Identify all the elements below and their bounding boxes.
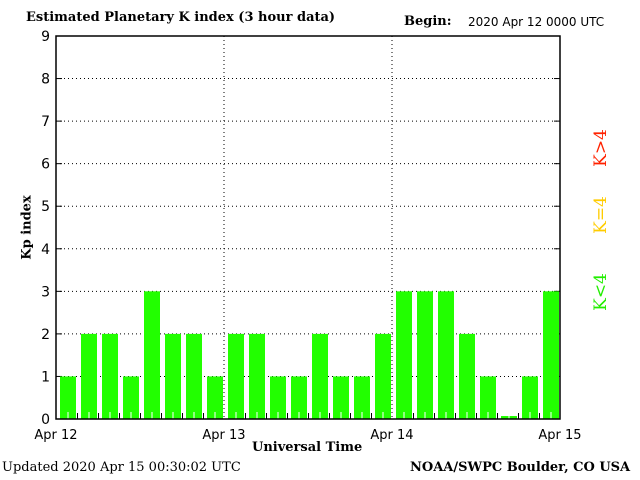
kp-bar [270,376,286,419]
legend-k-below-4: K<4 [590,273,611,311]
kp-bar [186,333,202,419]
kp-bar [396,291,412,419]
kp-bar [480,376,496,419]
kp-bar [249,333,265,419]
kp-bar [123,376,139,419]
kp-bar [291,376,307,419]
kp-bar [438,291,454,419]
y-tick-label: 3 [41,284,50,300]
kp-bar [228,333,244,419]
kp-bar [312,333,328,419]
y-tick-label: 0 [41,412,50,428]
y-axis-label: Kp index [19,195,35,260]
kp-bar [144,291,160,419]
kp-bar [459,333,475,419]
kp-bar [207,376,223,419]
plot-frame [55,35,561,420]
begin-label: Begin: [404,14,452,29]
kp-bar [60,376,76,419]
updated-timestamp: Updated 2020 Apr 15 00:30:02 UTC [2,460,241,475]
kp-bar [417,291,433,419]
legend-k-above-4: K>4 [590,129,611,167]
kp-bar [522,376,538,419]
kp-bar [81,333,97,419]
x-tick-label: Apr 13 [202,428,245,443]
y-tick-label: 6 [41,157,50,173]
kp-bar [102,333,118,419]
y-tick-label: 4 [41,242,50,258]
y-tick-label: 2 [41,327,50,343]
y-tick-label: 7 [41,114,50,130]
x-tick-label: Apr 12 [34,428,77,443]
chart-title: Estimated Planetary K index (3 hour data… [26,10,336,25]
y-tick-label: 1 [41,369,50,385]
x-axis-label: Universal Time [252,440,363,455]
kp-bar [165,333,181,419]
begin-value: 2020 Apr 12 0000 UTC [468,15,605,29]
kp-bar [543,291,559,419]
x-tick-label: Apr 15 [538,428,581,443]
y-tick-label: 5 [41,199,50,215]
kp-bar [375,333,391,419]
kp-bar [333,376,349,419]
source-credit: NOAA/SWPC Boulder, CO USA [410,460,631,475]
y-tick-label: 8 [41,72,50,88]
y-tick-label: 9 [41,29,50,45]
x-tick-label: Apr 14 [370,428,413,443]
legend-k-equal-4: K=4 [590,196,611,234]
kp-bar [354,376,370,419]
